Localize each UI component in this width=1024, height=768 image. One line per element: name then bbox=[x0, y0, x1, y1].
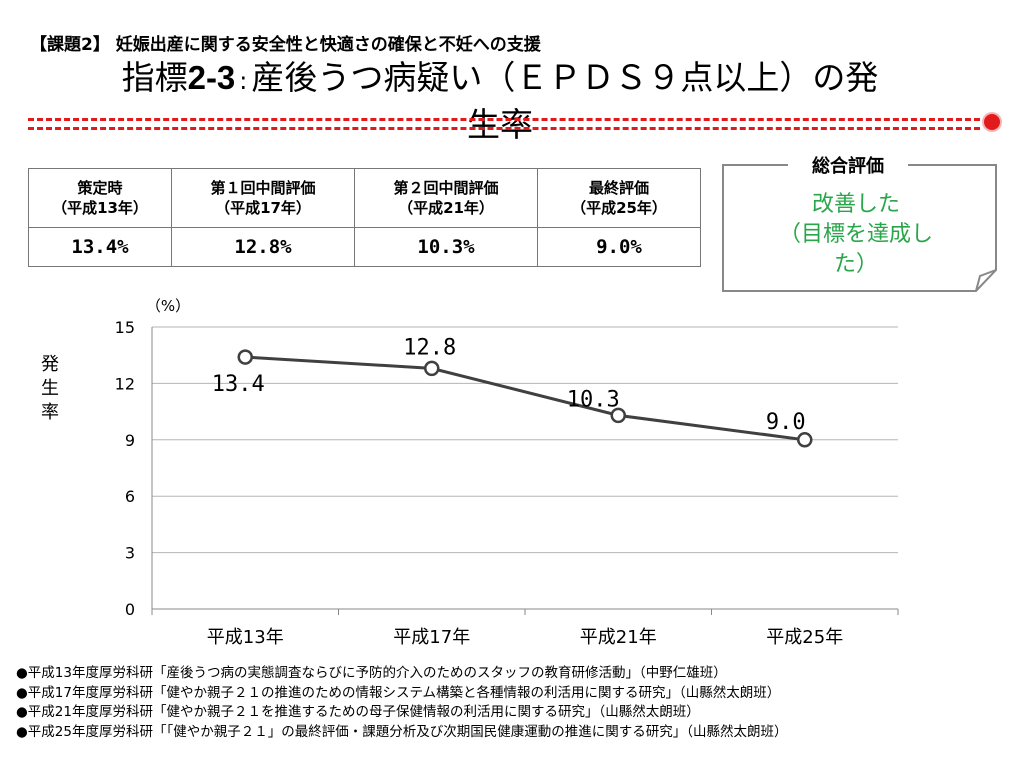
reference-item: ●平成25年度厚労科研「「健やか親子２１」の最終評価・課題分析及び次期国民健康運… bbox=[16, 723, 788, 740]
x-tick-label: 平成17年 bbox=[393, 627, 470, 648]
summary-col-2: 第２回中間評価 （平成21年） bbox=[354, 168, 538, 228]
data-point bbox=[610, 407, 626, 424]
summary-header-row: 策定時 （平成13年） 第１回中間評価 （平成17年） 第２回中間評価 （平成21年）… bbox=[28, 168, 701, 228]
data-point bbox=[797, 432, 813, 448]
data-label: 13.4 bbox=[212, 372, 265, 397]
summary-col-0: 策定時 （平成13年） bbox=[28, 168, 172, 228]
chart-unit-label: （%） bbox=[146, 297, 190, 315]
y-tick-label: 15 bbox=[115, 318, 135, 337]
summary-value-3: 9.0% bbox=[537, 227, 701, 267]
summary-value-2: 10.3% bbox=[354, 227, 538, 267]
divider-endpoint-dot bbox=[984, 114, 1000, 130]
x-tick-label: 平成13年 bbox=[207, 627, 284, 648]
slide-subtitle: 【課題2】 妊娠出産に関する安全性と快適さの確保と不妊への支援 bbox=[30, 35, 541, 55]
x-tick-label: 平成21年 bbox=[580, 627, 657, 648]
y-tick-label: 9 bbox=[125, 431, 135, 450]
series-line bbox=[245, 355, 805, 442]
y-tick-label: 6 bbox=[125, 487, 135, 506]
slide-title: 指標2-3: 産後うつ病疑い（ＥＰＤＳ９点以上）の発 生率 bbox=[20, 56, 980, 147]
title-divider-bottom bbox=[28, 127, 980, 130]
data-label: 10.3 bbox=[567, 387, 620, 412]
title-code: 2-3 bbox=[187, 59, 236, 96]
y-tick-label: 3 bbox=[125, 544, 135, 563]
y-tick-label: 0 bbox=[125, 600, 135, 619]
evaluation-box bbox=[722, 164, 997, 292]
line-chart: （%） 発生率 0 3 6 9 12 15 平成13年 平成17年 平成21年 平成25年 13… bbox=[41, 297, 899, 648]
data-label: 9.0 bbox=[766, 410, 806, 435]
x-tick-label: 平成25年 bbox=[766, 627, 843, 648]
title-divider-top bbox=[28, 118, 980, 121]
references: ●平成13年度厚労科研「産後うつ病の実態調査ならびに予防的介入のためのスタッフの… bbox=[16, 664, 787, 742]
summary-col-1: 第１回中間評価 （平成17年） bbox=[171, 168, 355, 228]
summary-table: 策定時 （平成13年） 第１回中間評価 （平成17年） 第２回中間評価 （平成21年）… bbox=[28, 168, 701, 267]
reference-item: ●平成21年度厚労科研「健やか親子２１を推進するための母子保健情報の利活用に関す… bbox=[16, 704, 700, 720]
data-point bbox=[237, 349, 253, 365]
data-label: 12.8 bbox=[403, 335, 456, 360]
title-prefix: 指標 bbox=[121, 58, 188, 97]
summary-col-3: 最終評価 （平成25年） bbox=[537, 168, 701, 228]
summary-value-row: 13.4% 12.8% 10.3% 9.0% bbox=[28, 227, 701, 267]
title-main: 産後うつ病疑い（ＥＰＤＳ９点以上）の発 生率 bbox=[251, 58, 879, 144]
summary-value-0: 13.4% bbox=[28, 227, 172, 267]
data-point bbox=[424, 360, 440, 377]
y-tick-label: 12 bbox=[115, 374, 135, 393]
evaluation-result: 改善した （目標を達成し た） bbox=[778, 192, 933, 277]
chart-y-axis-label: 発生率 bbox=[41, 354, 59, 423]
reference-item: ●平成13年度厚労科研「産後うつ病の実態調査ならびに予防的介入のためのスタッフの… bbox=[16, 665, 727, 681]
title-separator: : bbox=[239, 67, 248, 95]
summary-value-1: 12.8% bbox=[171, 227, 355, 267]
reference-item: ●平成17年度厚労科研「健やか親子２１の推進のための情報システム構築と各種情報の… bbox=[16, 684, 781, 701]
evaluation-heading: 総合評価 bbox=[788, 152, 908, 178]
